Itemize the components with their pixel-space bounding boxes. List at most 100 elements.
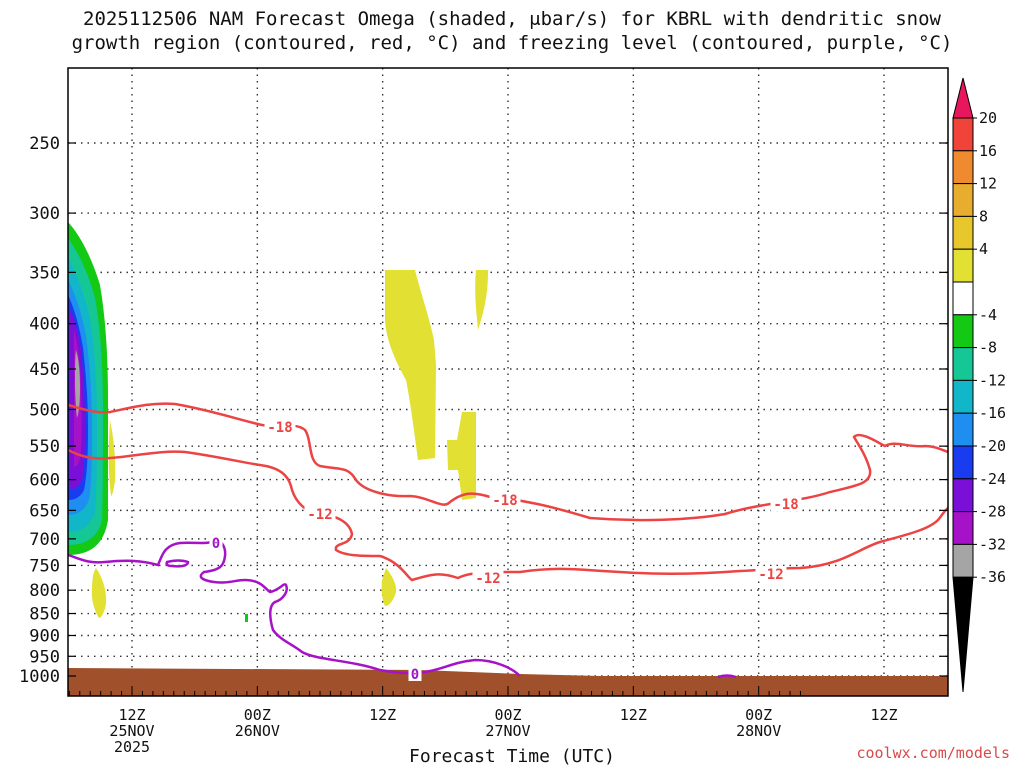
omega-region-yellow-6 xyxy=(381,568,397,606)
x-tick-label: 12Z xyxy=(118,706,145,724)
omega-colorbar: 20 16 12 8 4 -4 -8 -12 -16 -20 -24 -28 -32 -36 xyxy=(952,77,1006,693)
y-tick-label: 950 xyxy=(29,647,60,667)
colorbar-label: 16 xyxy=(979,142,997,160)
y-tick-label: 250 xyxy=(29,134,60,154)
contour-label: -12 xyxy=(475,571,500,587)
contour-label: 0 xyxy=(212,536,220,552)
credit-text: coolwx.com/models xyxy=(856,744,1010,762)
x-tick-label: 00Z xyxy=(244,706,271,724)
colorbar-label: -12 xyxy=(979,371,1006,389)
colorbar-box xyxy=(952,314,974,349)
grid-lines xyxy=(68,68,948,696)
y-tick-label: 350 xyxy=(29,263,60,283)
x-tick-label: 25NOV xyxy=(109,722,154,740)
colorbar-box xyxy=(952,248,974,283)
y-tick-label: 300 xyxy=(29,204,60,224)
contour-label: -12 xyxy=(307,507,332,523)
x-tick-label: 12Z xyxy=(620,706,647,724)
colorbar-box xyxy=(952,412,974,447)
omega-region-yellow-3 xyxy=(385,270,436,460)
y-tick-label: 800 xyxy=(29,581,60,601)
contour-labels: -18 -18 -18 -12 -12 -12 0 0 xyxy=(209,419,802,683)
colorbar-label: -20 xyxy=(979,437,1006,455)
x-tick-label: 2025 xyxy=(114,738,150,756)
contour-minus-12 xyxy=(68,448,948,582)
contour-label: -12 xyxy=(758,567,783,583)
contour-label-bg xyxy=(304,506,336,521)
colorbar-label: 12 xyxy=(979,175,997,193)
x-axis-label: Forecast Time (UTC) xyxy=(409,746,615,767)
y-axis-ticks: 2503003504004505005506006507007508008509… xyxy=(19,134,948,687)
y-tick-label: 400 xyxy=(29,315,60,335)
colorbar-box xyxy=(952,379,974,414)
contour-label: -18 xyxy=(492,493,517,509)
contour-zero-small-loop xyxy=(165,559,190,568)
contour-label: -18 xyxy=(773,497,798,513)
omega-region-yellow-4 xyxy=(475,270,488,330)
colorbar-box xyxy=(952,117,974,152)
chart-title-line-1: 2025112506 NAM Forecast Omega (shaded, μ… xyxy=(83,8,941,30)
x-tick-label: 26NOV xyxy=(235,722,280,740)
chart-title-line-2: growth region (contoured, red, °C) and f… xyxy=(71,32,953,54)
y-tick-label: 1000 xyxy=(19,667,60,687)
x-tick-label: 12Z xyxy=(870,706,897,724)
temperature-contours xyxy=(68,402,948,679)
omega-region-yellow-5 xyxy=(447,412,476,500)
colorbar-box xyxy=(952,183,974,217)
colorbar-box xyxy=(952,543,974,578)
colorbar-box xyxy=(952,445,974,480)
y-tick-label: 650 xyxy=(29,501,60,521)
colorbar-box xyxy=(952,347,974,381)
colorbar-label: 4 xyxy=(979,240,988,258)
x-tick-label: 28NOV xyxy=(736,722,781,740)
colorbar-label: -36 xyxy=(979,568,1006,586)
colorbar-label: -32 xyxy=(979,535,1006,553)
colorbar-box xyxy=(952,150,974,185)
x-tick-label: 12Z xyxy=(369,706,396,724)
colorbar-label: 8 xyxy=(979,207,988,225)
contour-label-bg xyxy=(755,566,787,581)
colorbar-label: -4 xyxy=(979,306,997,324)
y-tick-label: 600 xyxy=(29,471,60,491)
x-tick-label: 00Z xyxy=(745,706,772,724)
colorbar-box xyxy=(952,215,974,250)
terrain xyxy=(68,668,948,696)
contour-zero-tiny-segment xyxy=(717,674,737,679)
colorbar-label: -8 xyxy=(979,339,997,357)
contour-label: 0 xyxy=(411,667,419,683)
x-tick-label: 27NOV xyxy=(485,722,530,740)
contour-zero-freezing-level xyxy=(68,538,521,677)
colorbar-top-arrow xyxy=(952,77,974,119)
omega-region-gray xyxy=(75,350,80,418)
contour-label-bg xyxy=(408,666,422,681)
colorbar-box xyxy=(952,511,974,545)
contour-label-bg xyxy=(264,419,296,434)
y-tick-label: 500 xyxy=(29,401,60,421)
omega-region-yellow-2 xyxy=(91,568,107,618)
omega-region-green-dot xyxy=(245,614,248,622)
contour-label-bg xyxy=(489,492,521,507)
y-tick-label: 450 xyxy=(29,360,60,380)
y-tick-label: 550 xyxy=(29,437,60,457)
contour-label: -18 xyxy=(267,420,292,436)
contour-label-bg xyxy=(472,570,504,585)
colorbar-label: 20 xyxy=(979,109,997,127)
colorbar-box xyxy=(952,478,974,513)
y-tick-label: 850 xyxy=(29,605,60,625)
colorbar-label: -16 xyxy=(979,404,1006,422)
terrain-fill xyxy=(68,668,948,696)
colorbar-bottom-arrow xyxy=(952,576,974,693)
contour-label-bg xyxy=(209,535,223,550)
colorbar-label: -24 xyxy=(979,470,1006,488)
contour-minus-18 xyxy=(68,402,948,522)
y-tick-label: 750 xyxy=(29,556,60,576)
x-tick-label: 00Z xyxy=(494,706,521,724)
y-tick-label: 700 xyxy=(29,530,60,550)
colorbar-label: -28 xyxy=(979,503,1006,521)
y-tick-label: 900 xyxy=(29,626,60,646)
omega-shading xyxy=(68,222,488,622)
colorbar-box xyxy=(952,281,974,316)
contour-label-bg xyxy=(770,496,802,511)
